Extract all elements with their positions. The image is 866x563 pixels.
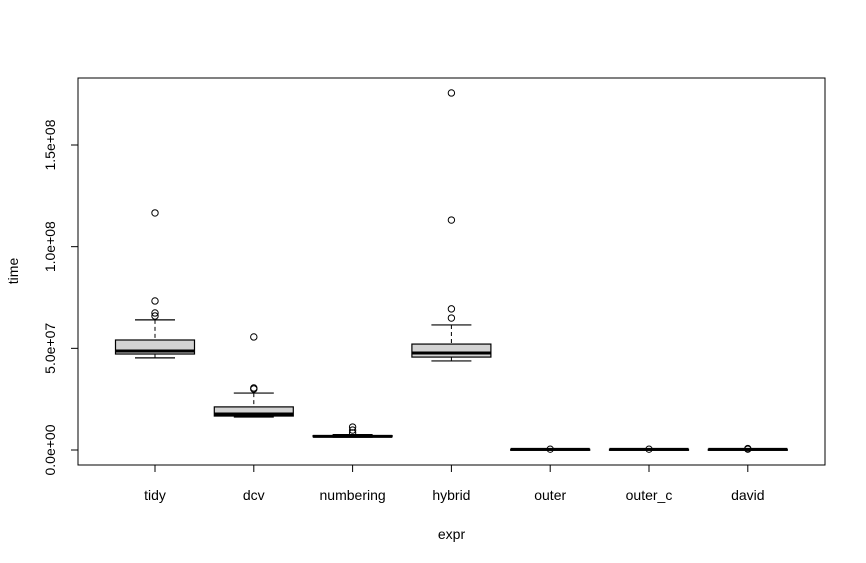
box-tidy [114, 209, 196, 359]
iqr-box [213, 406, 294, 417]
boxes-layer [114, 89, 788, 453]
x-tick-label: tidy [144, 487, 166, 503]
box-david [707, 444, 788, 453]
y-tick-label: 1.5e+08 [42, 119, 58, 170]
outlier-point [348, 426, 357, 434]
outlier-point [447, 216, 456, 224]
outlier-point [250, 384, 258, 392]
x-tick-label: outer [534, 487, 566, 503]
y-tick-label: 5.0e+07 [42, 323, 58, 374]
outlier-point [546, 445, 554, 453]
outlier-point [744, 444, 752, 453]
outlier-point [151, 209, 159, 217]
x-tick-label: dcv [243, 487, 265, 503]
x-tick-label: outer_c [626, 487, 673, 503]
outlier-point [447, 314, 456, 322]
x-axis: tidy dcv numbering hybrid outer outer_c david [144, 465, 765, 503]
outlier-point [250, 333, 258, 341]
outlier-point [348, 429, 357, 437]
box-outer [510, 445, 591, 453]
iqr-box [411, 343, 492, 358]
y-axis-title: time [5, 258, 21, 285]
x-tick-label: david [731, 487, 764, 503]
outlier-point [348, 423, 357, 431]
x-tick-label: hybrid [432, 487, 470, 503]
outlier-point [151, 312, 159, 320]
outlier-point [151, 297, 159, 305]
box-dcv [213, 333, 294, 418]
y-tick-label: 0.0e+00 [42, 424, 58, 475]
y-axis: 0.0e+00 5.0e+07 1.0e+08 1.5e+08 [42, 119, 78, 476]
x-tick-label: numbering [320, 487, 386, 503]
box-numbering [312, 423, 393, 438]
outlier-point [151, 309, 159, 317]
box-hybrid [411, 89, 492, 362]
plot-frame [77, 77, 826, 466]
x-axis-title: expr [438, 526, 466, 542]
box-outer_c [608, 445, 690, 453]
outlier-point [645, 445, 653, 453]
outlier-point [447, 305, 456, 313]
outlier-point [447, 89, 456, 97]
y-tick-label: 1.0e+08 [42, 221, 58, 272]
